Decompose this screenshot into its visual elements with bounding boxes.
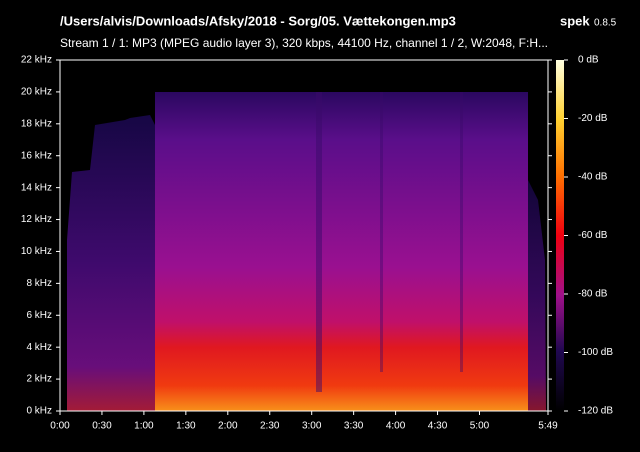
x-tick-label: 5:00 <box>470 421 490 432</box>
x-tick-label: 3:00 <box>302 421 322 432</box>
app-version: 0.8.5 <box>594 18 617 29</box>
file-title: /Users/alvis/Downloads/Afsky/2018 - Sorg… <box>60 13 456 28</box>
colorbar-tick-label: -20 dB <box>578 113 608 124</box>
streak <box>380 92 383 372</box>
colorbar-tick-label: 0 dB <box>578 55 599 66</box>
y-tick-label: 6 kHz <box>26 310 52 321</box>
colorbar-tick-label: -120 dB <box>578 406 613 417</box>
x-tick-label: 1:30 <box>176 421 196 432</box>
x-tick-label: 5:49 <box>538 421 558 432</box>
y-tick-label: 16 kHz <box>21 150 52 161</box>
colorbar-tick-label: -40 dB <box>578 172 608 183</box>
stream-info: Stream 1 / 1: MP3 (MPEG audio layer 3), … <box>60 36 548 50</box>
x-tick-label: 4:00 <box>386 421 406 432</box>
x-tick-label: 2:00 <box>218 421 238 432</box>
y-tick-label: 18 kHz <box>21 118 52 129</box>
x-tick-label: 2:30 <box>260 421 280 432</box>
y-tick-label: 8 kHz <box>26 278 52 289</box>
colorbar-tick-label: -60 dB <box>578 230 608 241</box>
y-tick-label: 2 kHz <box>26 374 52 385</box>
intro-content <box>67 115 155 411</box>
y-tick-label: 4 kHz <box>26 342 52 353</box>
y-tick-label: 22 kHz <box>21 55 52 66</box>
x-tick-label: 0:30 <box>92 421 112 432</box>
colorbar-tick-label: -100 dB <box>578 347 613 358</box>
x-tick-label: 0:00 <box>50 421 70 432</box>
spectrogram <box>60 60 548 411</box>
streak <box>316 92 322 392</box>
y-tick-label: 14 kHz <box>21 182 52 193</box>
colorbar-tick-label: -80 dB <box>578 289 608 300</box>
y-tick-label: 0 kHz <box>26 406 52 417</box>
colorbar <box>556 60 564 411</box>
y-tick-label: 12 kHz <box>21 214 52 225</box>
y-tick-label: 10 kHz <box>21 246 52 257</box>
x-tick-label: 1:00 <box>134 421 154 432</box>
y-tick-label: 20 kHz <box>21 87 52 98</box>
main-content <box>155 92 528 411</box>
x-tick-label: 3:30 <box>344 421 364 432</box>
app-name: spek <box>560 13 590 28</box>
outro-content <box>528 180 546 411</box>
x-tick-label: 4:30 <box>428 421 448 432</box>
streak <box>460 92 463 372</box>
plot-frame <box>59 59 549 412</box>
